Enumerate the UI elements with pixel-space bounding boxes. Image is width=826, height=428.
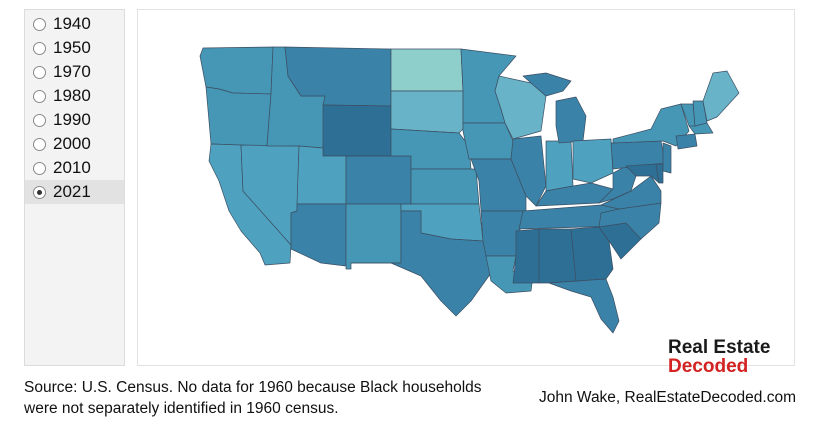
radio-icon[interactable] (33, 113, 46, 127)
state-wyoming[interactable] (322, 104, 392, 157)
state-michigan-upper[interactable] (522, 72, 572, 97)
radio-icon[interactable] (33, 41, 46, 55)
state-alabama[interactable] (538, 228, 577, 284)
state-north-dakota[interactable] (390, 48, 464, 92)
state-florida[interactable] (548, 278, 620, 334)
radio-icon[interactable] (33, 137, 46, 151)
state-delaware[interactable] (655, 163, 664, 184)
state-arizona[interactable] (290, 203, 347, 267)
radio-icon[interactable] (33, 161, 46, 175)
year-selector-panel: 1940 1950 1970 1980 1990 2000 2010 2021 (24, 9, 125, 366)
logo-line-2: Decoded (668, 356, 749, 377)
state-washington[interactable] (199, 46, 274, 95)
logo-real-estate-decoded: Real Estate Decoded (668, 338, 770, 376)
state-colorado[interactable] (345, 155, 412, 205)
source-note: Source: U.S. Census. No data for 1960 be… (24, 379, 482, 417)
state-mississippi[interactable] (512, 228, 540, 284)
state-new-hampshire[interactable] (692, 100, 708, 127)
year-option[interactable]: 1990 (25, 108, 124, 132)
state-texas[interactable] (350, 210, 492, 317)
year-label: 2021 (53, 182, 91, 201)
year-option[interactable]: 1950 (25, 36, 124, 60)
year-option[interactable]: 2010 (25, 156, 124, 180)
state-new-york[interactable] (612, 103, 690, 147)
year-option[interactable]: 1940 (25, 12, 124, 36)
logo-line-1: Real Estate (668, 337, 771, 358)
state-oregon[interactable] (205, 86, 272, 147)
state-michigan[interactable] (555, 96, 587, 144)
year-label: 1970 (53, 62, 91, 81)
radio-icon[interactable] (33, 65, 46, 79)
year-label: 1980 (53, 86, 91, 105)
year-label: 1950 (53, 38, 91, 57)
state-north-carolina[interactable] (598, 202, 662, 240)
state-connecticut[interactable] (675, 133, 698, 150)
year-option[interactable]: 1970 (25, 60, 124, 84)
radio-icon[interactable] (33, 17, 46, 31)
map-svg (199, 46, 740, 334)
year-label: 2010 (53, 158, 91, 177)
state-ohio[interactable] (572, 138, 614, 184)
radio-icon[interactable] (33, 185, 46, 199)
state-kansas[interactable] (410, 168, 480, 205)
state-indiana[interactable] (545, 140, 574, 192)
year-option[interactable]: 2021 (25, 180, 124, 204)
year-option[interactable]: 1980 (25, 84, 124, 108)
state-maine[interactable] (702, 70, 740, 122)
year-label: 2000 (53, 134, 91, 153)
author-credit: John Wake, RealEstateDecoded.com (538, 389, 796, 406)
state-iowa[interactable] (462, 122, 514, 160)
state-new-mexico[interactable] (345, 203, 402, 270)
state-south-dakota[interactable] (390, 90, 464, 134)
state-maryland[interactable] (625, 163, 660, 184)
state-new-jersey[interactable] (662, 142, 672, 174)
us-choropleth-map (137, 9, 795, 366)
radio-selected-dot (37, 189, 42, 195)
year-label: 1990 (53, 110, 91, 129)
year-label: 1940 (53, 14, 91, 33)
year-option[interactable]: 2000 (25, 132, 124, 156)
radio-icon[interactable] (33, 89, 46, 103)
year-radio-list: 1940 1950 1970 1980 1990 2000 2010 2021 (25, 12, 124, 204)
